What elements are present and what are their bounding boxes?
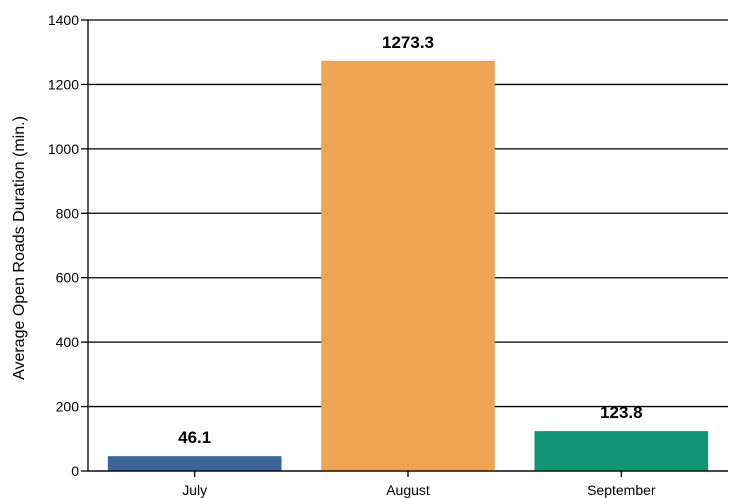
y-axis-label: Average Open Roads Duration (min.) xyxy=(11,116,28,380)
y-tick-label: 600 xyxy=(56,270,80,286)
data-label-august: 1273.3 xyxy=(382,33,434,52)
data-label-july: 46.1 xyxy=(178,428,211,447)
bar-layer xyxy=(107,60,709,472)
x-tick-label-september: September xyxy=(587,482,656,498)
bar-july xyxy=(107,456,282,471)
y-tick-label: 1000 xyxy=(48,141,79,157)
y-tick-label: 800 xyxy=(56,205,80,221)
bar-august xyxy=(321,60,495,472)
axis-layer: 0 200 400 600 800 1000 1200 1400 July August Septe… xyxy=(48,12,728,498)
y-tick-label: 0 xyxy=(71,463,79,479)
data-label-september: 123.8 xyxy=(600,403,643,422)
y-tick-label: 400 xyxy=(56,334,80,350)
bar-september xyxy=(534,431,709,471)
x-tick-label-july: July xyxy=(182,482,207,498)
y-tick-label: 200 xyxy=(56,399,80,415)
y-tick-label: 1400 xyxy=(48,12,79,28)
data-label-layer: 46.1 1273.3 123.8 xyxy=(178,33,642,447)
x-tick-label-august: August xyxy=(386,482,430,498)
y-tick-label: 1200 xyxy=(48,76,79,92)
